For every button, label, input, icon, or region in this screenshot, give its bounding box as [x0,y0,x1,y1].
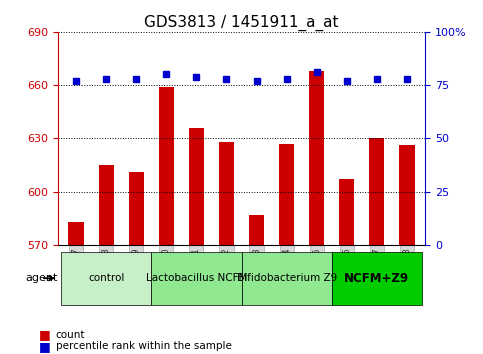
Text: Lactobacillus NCFM: Lactobacillus NCFM [146,273,247,283]
Text: Bifidobacterium Z9: Bifidobacterium Z9 [237,273,337,283]
Text: control: control [88,273,124,283]
Bar [339,179,355,245]
FancyBboxPatch shape [242,252,332,305]
Bar [219,142,234,245]
Bar [189,128,204,245]
Text: ■: ■ [39,340,50,353]
Text: NCFM+Z9: NCFM+Z9 [344,272,410,285]
Bar [69,222,84,245]
Text: percentile rank within the sample: percentile rank within the sample [56,341,231,351]
Bar [128,172,144,245]
FancyBboxPatch shape [151,252,242,305]
Bar [369,138,384,245]
FancyBboxPatch shape [61,252,151,305]
Text: ■: ■ [39,328,50,341]
Bar [99,165,114,245]
Bar [279,144,294,245]
Bar [159,87,174,245]
Bar [399,145,414,245]
Text: agent: agent [25,273,57,283]
Bar [309,71,324,245]
FancyBboxPatch shape [332,252,422,305]
Title: GDS3813 / 1451911_a_at: GDS3813 / 1451911_a_at [144,14,339,30]
Text: count: count [56,330,85,339]
Bar [249,215,264,245]
